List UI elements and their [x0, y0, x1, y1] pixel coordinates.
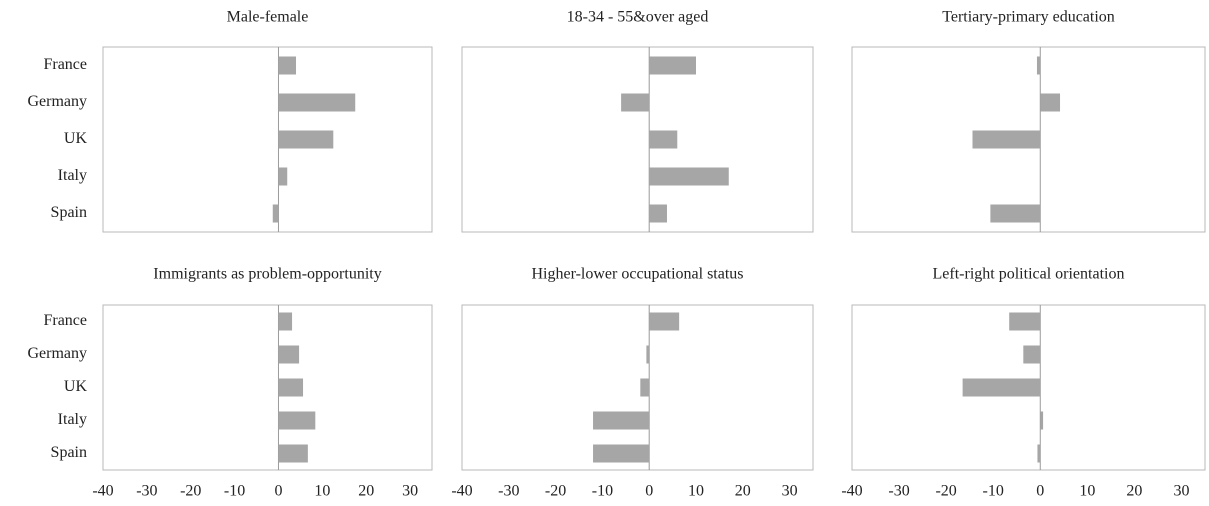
- x-tick-label: -40: [92, 483, 113, 500]
- bar: [278, 411, 316, 430]
- bar: [649, 56, 696, 75]
- bar: [278, 378, 304, 397]
- x-tick-label: 10: [688, 483, 704, 500]
- category-label: France: [43, 56, 87, 73]
- x-tick-label: -20: [935, 483, 956, 500]
- x-tick-label: -40: [841, 483, 862, 500]
- bar: [278, 93, 356, 112]
- panel-frame: [102, 46, 433, 233]
- category-label: Italy: [58, 167, 87, 184]
- bar: [972, 130, 1041, 149]
- bar: [962, 378, 1041, 397]
- bar: [1040, 93, 1061, 112]
- bar: [278, 312, 293, 331]
- bar: [1040, 411, 1044, 430]
- bar: [278, 167, 288, 186]
- category-label: UK: [64, 130, 88, 147]
- category-label: Spain: [51, 204, 87, 221]
- x-tick-label: 0: [645, 483, 653, 500]
- x-tick-label: 20: [735, 483, 751, 500]
- x-tick-label: -10: [983, 483, 1004, 500]
- panel-frame: [851, 46, 1206, 233]
- category-label: Germany: [27, 345, 87, 362]
- panel-title: Tertiary-primary education: [942, 9, 1115, 26]
- category-label: Italy: [58, 411, 87, 428]
- x-tick-label: -10: [592, 483, 613, 500]
- x-tick-label: 0: [274, 483, 282, 500]
- x-tick-label: 30: [402, 483, 418, 500]
- panel-title: Higher-lower occupational status: [531, 266, 743, 283]
- x-tick-label: -30: [136, 483, 157, 500]
- bar: [278, 56, 297, 75]
- bar: [621, 93, 650, 112]
- x-tick-label: 20: [1126, 483, 1142, 500]
- panel-frame: [461, 304, 814, 471]
- bar: [593, 444, 650, 463]
- bar: [1036, 56, 1041, 75]
- bar: [1009, 312, 1041, 331]
- x-tick-label: -30: [498, 483, 519, 500]
- bar: [272, 204, 279, 223]
- bar: [990, 204, 1041, 223]
- panel-title: 18-34 - 55&over aged: [567, 9, 709, 26]
- category-label: UK: [64, 378, 88, 395]
- category-label: Germany: [27, 93, 87, 110]
- bar: [649, 204, 667, 223]
- bar: [278, 444, 308, 463]
- x-tick-label: -20: [180, 483, 201, 500]
- x-tick-label: 30: [782, 483, 798, 500]
- x-tick-label: 10: [1079, 483, 1095, 500]
- panel-title: Immigrants as problem-opportunity: [153, 266, 381, 283]
- bar: [646, 345, 650, 364]
- bar: [278, 345, 300, 364]
- bar: [649, 130, 678, 149]
- panel-title: Left-right political orientation: [933, 266, 1125, 283]
- bar: [649, 167, 729, 186]
- panel-frame: [461, 46, 814, 233]
- panel-frame: [851, 304, 1206, 471]
- x-tick-label: -10: [224, 483, 245, 500]
- panel-title: Male-female: [227, 9, 309, 26]
- x-tick-label: 0: [1036, 483, 1044, 500]
- bar: [1023, 345, 1041, 364]
- bar: [1037, 444, 1041, 463]
- x-tick-label: 30: [1173, 483, 1189, 500]
- panel-frame: [102, 304, 433, 471]
- bar: [278, 130, 334, 149]
- bar: [593, 411, 650, 430]
- x-tick-label: -40: [451, 483, 472, 500]
- bar: [649, 312, 680, 331]
- x-tick-label: -20: [545, 483, 566, 500]
- bar: [640, 378, 650, 397]
- category-label: Spain: [51, 444, 87, 461]
- category-label: France: [43, 312, 87, 329]
- x-tick-label: 10: [314, 483, 330, 500]
- x-tick-label: -30: [888, 483, 909, 500]
- x-tick-label: 20: [358, 483, 374, 500]
